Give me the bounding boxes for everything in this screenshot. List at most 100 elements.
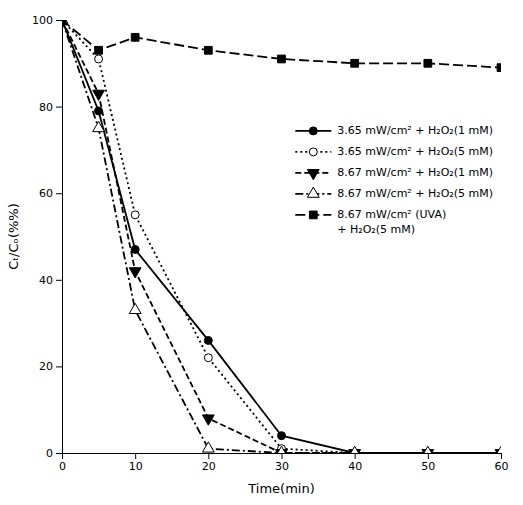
legend-label: 8.67 mW/cm² (UVA) + H₂O₂(5 mM): [337, 208, 446, 236]
tick: 60: [39, 187, 62, 200]
tick: 60: [495, 453, 509, 473]
marker: [422, 446, 434, 453]
series: [62, 20, 501, 453]
marker: [349, 446, 361, 453]
tick-mark: [56, 280, 62, 281]
tick: 100: [32, 14, 62, 27]
tick-mark: [56, 20, 62, 21]
legend-marker: [309, 127, 317, 135]
marker: [424, 59, 432, 67]
chart: 0 10 20 30 40 50 60 0 20 40 60 80 100 Time(min) Cₜ/Cₒ(…: [0, 0, 523, 505]
legend-marker: [307, 187, 319, 197]
legend-item: 8.67 mW/cm² + H₂O₂(5 mM): [295, 187, 493, 200]
tick: 0: [59, 453, 66, 473]
legend-label-line: 8.67 mW/cm² (UVA): [337, 208, 446, 221]
marker: [202, 415, 214, 425]
marker: [204, 336, 212, 344]
marker: [495, 446, 501, 453]
tick: 40: [39, 274, 62, 287]
tick-mark: [355, 453, 356, 459]
tick-label: 20: [39, 360, 53, 373]
tick-label: 30: [275, 460, 289, 473]
tick-mark: [501, 453, 502, 459]
marker: [278, 432, 286, 440]
tick-label: 10: [129, 460, 143, 473]
legend-item: 3.65 mW/cm² + H₂O₂(5 mM): [295, 145, 493, 158]
tick-mark: [282, 453, 283, 459]
series: [62, 20, 501, 72]
tick: 30: [275, 453, 289, 473]
legend-label: 8.67 mW/cm² + H₂O₂(1 mM): [337, 166, 493, 179]
tick: 40: [348, 453, 362, 473]
legend-label-line: 8.67 mW/cm² + H₂O₂(5 mM): [337, 187, 493, 200]
marker: [93, 90, 105, 100]
y-axis-title: Cₜ/Cₒ(%%): [6, 203, 21, 270]
legend-marker: [309, 211, 317, 219]
tick: 80: [39, 101, 62, 114]
tick-mark: [135, 453, 136, 459]
marker: [131, 211, 139, 219]
tick-mark: [208, 453, 209, 459]
marker: [351, 59, 359, 67]
tick-label: 100: [32, 14, 53, 27]
legend-label-line: + H₂O₂(5 mM): [337, 223, 415, 236]
legend-item: 8.67 mW/cm² + H₂O₂(1 mM): [295, 166, 493, 180]
series-line: [62, 20, 501, 453]
marker: [204, 46, 212, 54]
marker: [202, 442, 214, 452]
axis-line: [63, 454, 502, 460]
legend-label: 3.65 mW/cm² + H₂O₂(1 mM): [337, 124, 493, 137]
tick-label: 80: [39, 101, 53, 114]
tick: 50: [421, 453, 435, 473]
plot: 0 10 20 30 40 50 60 0 20 40 60 80 100 Time(min) Cₜ/Cₒ(…: [6, 13, 509, 496]
legend-marker: [309, 148, 317, 156]
axis-line: [56, 21, 63, 454]
legend-label-line: 8.67 mW/cm² + H₂O₂(1 mM): [337, 166, 493, 179]
legend-item: 3.65 mW/cm² + H₂O₂(1 mM): [295, 124, 493, 137]
legend-label: 3.65 mW/cm² + H₂O₂(5 mM): [337, 145, 493, 158]
legend-item: 8.67 mW/cm² (UVA) + H₂O₂(5 mM): [295, 208, 446, 236]
tick-mark: [56, 366, 62, 367]
marker: [93, 121, 105, 131]
marker: [62, 20, 66, 24]
tick-label: 40: [348, 460, 362, 473]
series: [62, 20, 501, 453]
tick: 0: [46, 447, 62, 460]
tick-mark: [428, 453, 429, 459]
legend-marker: [307, 170, 319, 180]
marker: [278, 55, 286, 63]
series-line: [62, 20, 501, 453]
tick: 20: [202, 453, 216, 473]
series-line: [62, 20, 501, 68]
marker: [95, 46, 103, 54]
marker: [204, 354, 212, 362]
tick-label: 60: [495, 460, 509, 473]
tick-label: 0: [59, 460, 66, 473]
legend-label-line: 3.65 mW/cm² + H₂O₂(1 mM): [337, 124, 493, 137]
tick-mark: [56, 453, 62, 454]
marker: [129, 303, 141, 313]
marker: [276, 446, 288, 453]
tick: 20: [39, 360, 62, 373]
marker: [131, 33, 139, 41]
legend-label-line: 3.65 mW/cm² + H₂O₂(5 mM): [337, 145, 493, 158]
series: [62, 20, 501, 453]
marker: [62, 20, 66, 24]
marker: [131, 246, 139, 254]
marks: [62, 20, 501, 453]
series-line: [62, 20, 501, 453]
x-axis-title: Time(min): [247, 481, 314, 496]
tick-label: 60: [39, 187, 53, 200]
legend: 3.65 mW/cm² + H₂O₂(1 mM) 3.65 mW/cm² + H₂…: [295, 124, 493, 236]
tick-label: 50: [421, 460, 435, 473]
legend-label: 8.67 mW/cm² + H₂O₂(5 mM): [337, 187, 493, 200]
tick-mark: [56, 107, 62, 108]
tick-mark: [56, 193, 62, 194]
marker: [95, 55, 103, 63]
marker: [129, 268, 141, 278]
series-line: [62, 20, 501, 453]
tick-label: 40: [39, 274, 53, 287]
tick-label: 0: [46, 447, 53, 460]
marker: [62, 20, 68, 23]
series: [62, 20, 501, 453]
